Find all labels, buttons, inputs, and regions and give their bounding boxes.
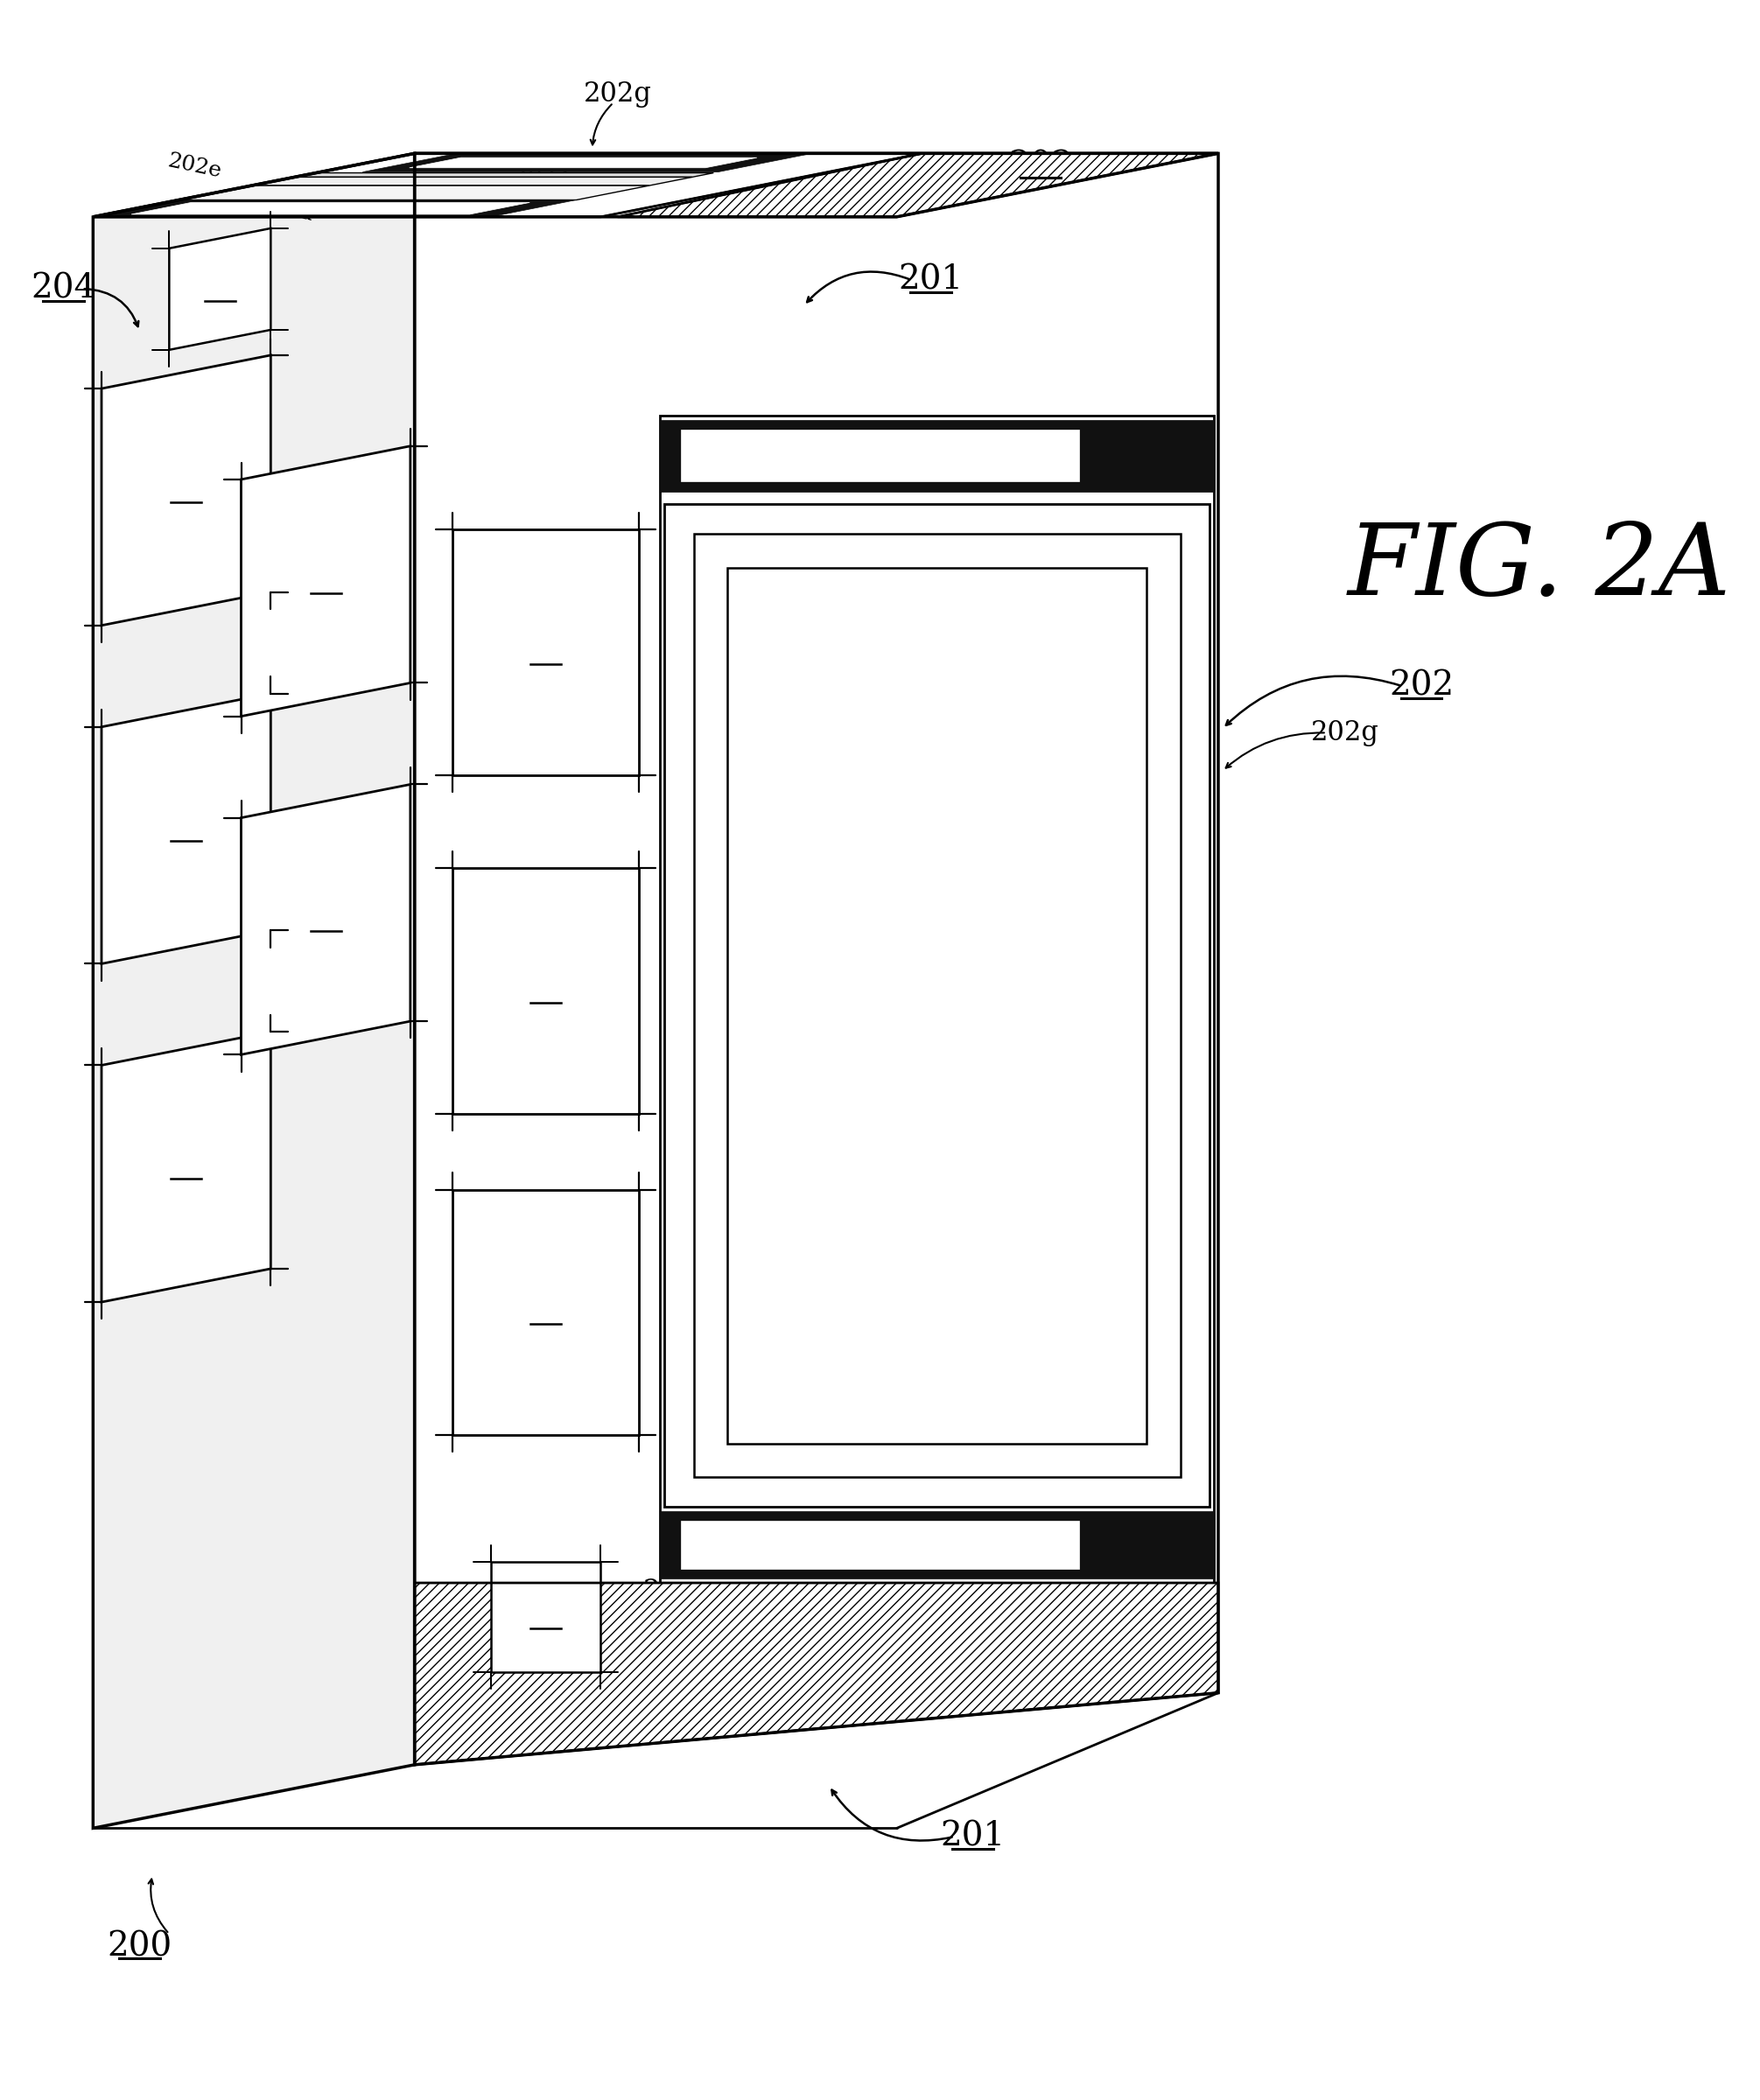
- Polygon shape: [452, 529, 639, 775]
- Polygon shape: [660, 420, 1214, 491]
- Text: 202g: 202g: [1311, 718, 1380, 746]
- Polygon shape: [491, 1562, 600, 1672]
- Polygon shape: [132, 202, 530, 214]
- Text: 203: 203: [521, 976, 572, 1004]
- Text: 202e: 202e: [165, 151, 224, 181]
- Text: 203: 203: [160, 815, 211, 842]
- Polygon shape: [681, 1520, 1079, 1569]
- Text: 202f: 202f: [993, 1619, 1054, 1646]
- Polygon shape: [452, 867, 639, 1113]
- Text: 203: 203: [160, 477, 211, 504]
- Polygon shape: [102, 355, 271, 626]
- Text: 204: 204: [32, 273, 97, 304]
- Text: 202a: 202a: [644, 1577, 711, 1604]
- Polygon shape: [681, 430, 1079, 481]
- Text: 201: 201: [898, 265, 963, 296]
- Text: 203: 203: [160, 1153, 211, 1180]
- Polygon shape: [660, 1512, 1214, 1579]
- Text: 202: 202: [1389, 670, 1454, 704]
- Polygon shape: [618, 153, 1218, 216]
- Text: 203: 203: [521, 1298, 572, 1325]
- Text: 202a: 202a: [260, 195, 315, 225]
- Polygon shape: [415, 153, 1218, 1764]
- Text: FIG. 2A: FIG. 2A: [1348, 519, 1732, 615]
- Text: 202b: 202b: [660, 1281, 729, 1308]
- Text: 203: 203: [301, 567, 352, 594]
- Text: 202d: 202d: [778, 1071, 847, 1098]
- Polygon shape: [294, 172, 713, 176]
- Text: 202c: 202c: [711, 1172, 778, 1199]
- Text: 202e: 202e: [660, 437, 727, 462]
- Polygon shape: [241, 785, 410, 1054]
- Polygon shape: [415, 1583, 1218, 1764]
- Polygon shape: [93, 153, 1218, 216]
- Polygon shape: [241, 445, 410, 716]
- Text: 202g: 202g: [584, 80, 651, 107]
- Polygon shape: [410, 158, 757, 168]
- Polygon shape: [180, 185, 649, 200]
- Polygon shape: [93, 153, 922, 216]
- Text: 200: 200: [107, 1930, 172, 1964]
- Text: 202: 202: [1008, 149, 1074, 183]
- Polygon shape: [693, 533, 1181, 1476]
- Polygon shape: [252, 176, 692, 185]
- Text: 201: 201: [940, 1821, 1005, 1852]
- Polygon shape: [169, 229, 271, 351]
- Polygon shape: [660, 416, 1214, 1693]
- Polygon shape: [664, 504, 1209, 1508]
- Text: 202d: 202d: [514, 162, 570, 193]
- Text: 204: 204: [199, 279, 241, 298]
- Polygon shape: [102, 693, 271, 964]
- Text: 204: 204: [524, 1606, 567, 1628]
- Polygon shape: [102, 1031, 271, 1302]
- Text: 203: 203: [521, 638, 572, 666]
- Polygon shape: [93, 200, 577, 216]
- Polygon shape: [452, 1189, 639, 1434]
- Polygon shape: [363, 153, 811, 172]
- Text: 203: 203: [301, 905, 352, 932]
- Text: 202b: 202b: [340, 183, 396, 214]
- Text: 202c: 202c: [426, 172, 480, 202]
- Polygon shape: [93, 153, 415, 1829]
- Polygon shape: [727, 567, 1146, 1443]
